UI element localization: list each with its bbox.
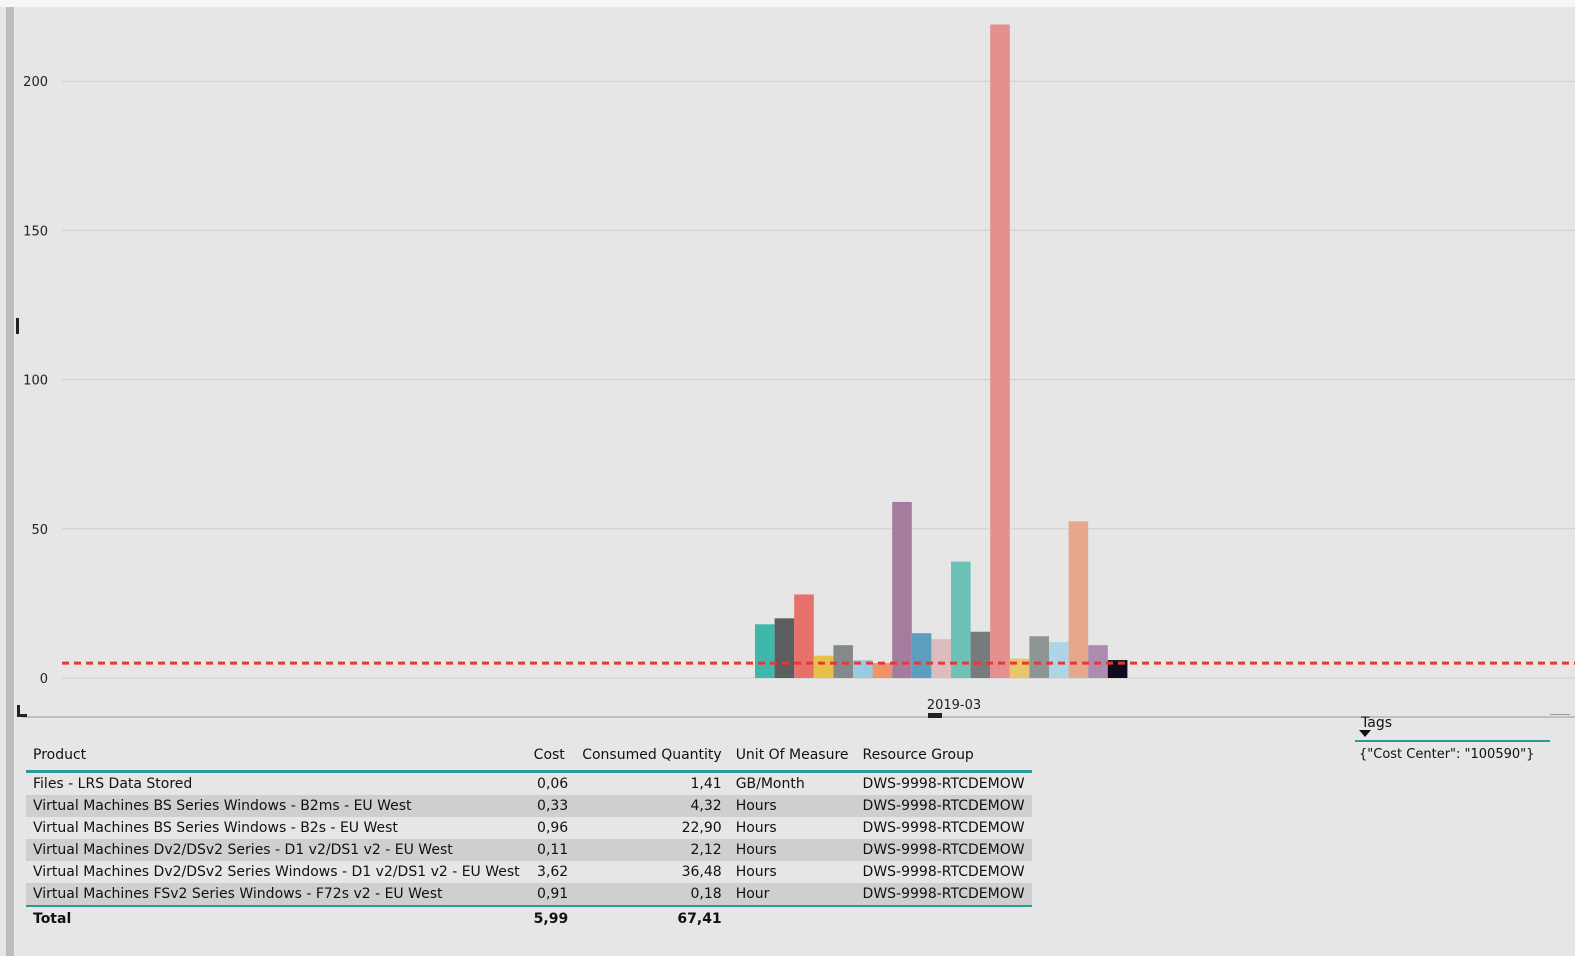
bar-4[interactable] <box>813 655 834 678</box>
table-row[interactable]: Virtual Machines FSv2 Series Windows - F… <box>26 883 1032 906</box>
cell-unit: Hours <box>728 795 856 817</box>
table-header-row: Product Cost Consumed Quantity Unit Of M… <box>26 740 1032 772</box>
y-tick-label: 150 <box>23 224 48 239</box>
cell-cost: 0,11 <box>526 839 576 861</box>
cell-quantity: 2,12 <box>575 839 729 861</box>
tags-divider <box>1550 714 1570 715</box>
cell-resource-group: DWS-9998-RTCDEMOW <box>855 839 1032 861</box>
tags-value: {"Cost Center": "100590"} <box>1359 747 1535 762</box>
bar-9[interactable] <box>911 633 932 678</box>
cell-unit: Hours <box>735 864 777 880</box>
cell-product: Virtual Machines BS Series Windows - B2m… <box>26 795 527 817</box>
total-quantity: 67,41 <box>677 911 722 927</box>
y-tick-label: 0 <box>40 672 48 687</box>
cost-table: Product Cost Consumed Quantity Unit Of M… <box>26 740 1032 931</box>
grid-lines <box>62 80 1575 679</box>
cell-quantity: 1,41 <box>690 776 722 792</box>
table-total-row: Total 5,99 67,41 <box>26 906 1032 931</box>
bar-14[interactable] <box>1009 658 1030 678</box>
cell-unit: Hours <box>728 839 856 861</box>
column-header-consumed-quantity[interactable]: Consumed Quantity <box>582 747 722 763</box>
tags-panel: Tags {"Cost Center": "100590"} <box>1355 712 1555 767</box>
cell-quantity: 0,18 <box>575 883 729 906</box>
y-tick-label: 50 <box>31 523 48 538</box>
cell-quantity: 4,32 <box>575 795 729 817</box>
cell-cost: 3,62 <box>537 864 569 880</box>
column-header-unit-of-measure[interactable]: Unit Of Measure <box>735 747 849 763</box>
column-header-resource-group[interactable]: Resource Group <box>862 747 974 763</box>
table-row[interactable]: Virtual Machines Dv2/DSv2 Series Windows… <box>26 861 1032 883</box>
cell-resource-group: DWS-9998-RTCDEMOW <box>862 864 1025 880</box>
cell-cost: 0,06 <box>537 776 569 792</box>
total-empty-unit <box>729 906 856 931</box>
sort-arrow-icon[interactable] <box>1359 730 1371 737</box>
cell-product: Virtual Machines FSv2 Series Windows - F… <box>26 883 527 906</box>
cell-unit: Hour <box>728 883 856 906</box>
cell-resource-group: DWS-9998-RTCDEMOW <box>855 795 1032 817</box>
bar-13[interactable] <box>990 24 1010 678</box>
bar-8[interactable] <box>892 501 912 678</box>
column-header-product[interactable]: Product <box>33 747 87 763</box>
bar-2[interactable] <box>774 618 795 678</box>
table-row[interactable]: Virtual Machines BS Series Windows - B2m… <box>26 795 1032 817</box>
total-empty-group <box>856 906 1032 931</box>
cell-cost: 0,91 <box>526 883 576 906</box>
bar-15[interactable] <box>1029 636 1049 678</box>
tags-header-underline <box>1355 740 1550 742</box>
cell-product: Virtual Machines Dv2/DSv2 Series Windows… <box>33 864 520 880</box>
tags-header[interactable]: Tags <box>1361 715 1392 731</box>
corner-mark-horizontal <box>17 714 27 717</box>
left-scroll-edge[interactable] <box>6 7 14 956</box>
bar-7[interactable] <box>872 663 893 678</box>
cell-unit: Hours <box>735 820 777 836</box>
table-row[interactable]: Virtual Machines BS Series Windows - B2s… <box>26 817 1032 839</box>
cell-quantity: 36,48 <box>681 864 722 880</box>
corner-mark-vertical <box>17 705 20 717</box>
cell-cost: 0,33 <box>526 795 576 817</box>
x-axis-scroll-thumb[interactable] <box>928 713 942 718</box>
cell-resource-group: DWS-9998-RTCDEMOW <box>862 820 1025 836</box>
cell-product: Files - LRS Data Stored <box>33 776 193 792</box>
bar-16[interactable] <box>1049 642 1069 678</box>
top-strip <box>0 0 1575 7</box>
cell-product: Virtual Machines Dv2/DSv2 Series - D1 v2… <box>26 839 527 861</box>
cell-resource-group: DWS-9998-RTCDEMOW <box>862 776 1025 792</box>
bar-12[interactable] <box>970 631 991 678</box>
table-row[interactable]: Files - LRS Data Stored 0,06 1,41 GB/Mon… <box>26 772 1032 796</box>
bar-chart: 0 50 100 150 200 2019-03 <box>22 24 1575 718</box>
bar-1[interactable] <box>755 624 775 678</box>
y-tick-label: 100 <box>23 374 48 389</box>
table-row[interactable]: Virtual Machines Dv2/DSv2 Series - D1 v2… <box>26 839 1032 861</box>
x-tick-label: 2019-03 <box>927 698 981 713</box>
y-tick-label: 200 <box>23 75 48 90</box>
bar-17[interactable] <box>1068 521 1089 678</box>
cell-resource-group: DWS-9998-RTCDEMOW <box>855 883 1032 906</box>
cell-cost: 0,96 <box>537 820 569 836</box>
cell-quantity: 22,90 <box>681 820 722 836</box>
y-axis-ticks: 0 50 100 150 200 <box>23 75 48 687</box>
cell-unit: GB/Month <box>735 776 805 792</box>
bars <box>755 24 1128 678</box>
bar-3[interactable] <box>794 594 814 678</box>
cell-product: Virtual Machines BS Series Windows - B2s… <box>33 820 398 836</box>
total-label: Total <box>33 911 72 927</box>
column-header-cost[interactable]: Cost <box>533 747 565 763</box>
bar-10[interactable] <box>931 639 951 678</box>
bar-11[interactable] <box>951 561 971 678</box>
resize-handle[interactable] <box>16 318 19 334</box>
total-cost: 5,99 <box>533 911 569 927</box>
